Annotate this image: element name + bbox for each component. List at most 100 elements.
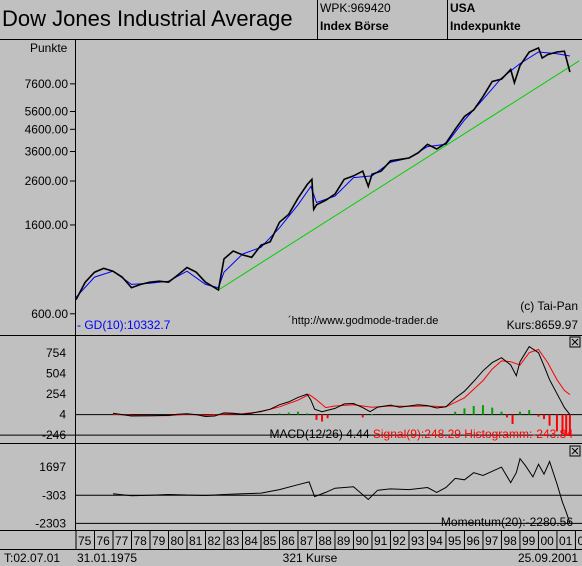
histogram-bar (481, 405, 484, 415)
histogram-bar (555, 414, 558, 432)
momentum-tick-label: -303 (42, 488, 66, 502)
year-tick-label: 82 (207, 534, 221, 548)
trend-line (218, 60, 580, 291)
price-tick-label: 3600.00 (25, 145, 69, 159)
histogram-bar (506, 414, 509, 418)
macd-signal-legend: Signal(9):248.29 (373, 427, 461, 441)
macd-close-button[interactable] (569, 336, 581, 348)
price-line (75, 46, 571, 301)
url-label: ´http://www.godmode-trader.de (288, 315, 438, 327)
momentum-line (112, 457, 571, 524)
histogram-bar (370, 414, 373, 416)
year-tick-label: 94 (429, 534, 443, 548)
macd-tick-label: 504 (46, 367, 66, 381)
year-tick-label: 96 (466, 534, 480, 548)
price-tick-label: 600.00 (31, 307, 68, 321)
histogram-bar (511, 414, 514, 424)
index-label: Index Börse (320, 19, 389, 33)
macd-tick-label: 254 (46, 387, 66, 401)
price-panel: Punkte 7600.005600.004600.003600.002600.… (0, 40, 582, 530)
histogram-bar (543, 414, 546, 420)
price-tick-label: 7600.00 (25, 77, 69, 91)
macd-legend: MACD(12/26) 4.44 Signal(9):248.29 Histog… (269, 427, 573, 441)
year-tick-label: 93 (411, 534, 425, 548)
country-label: USA (450, 1, 476, 15)
year-tick-label: 01 (559, 534, 573, 548)
price-y-ticks: 7600.00 5600.00 4600.00 3600.00 2600.00 1600.… (25, 77, 76, 321)
x-axis: 75 76 77 78 79 80 81 82 83 84 85 86 87 88 89 90 91 92 93 94… (0, 531, 582, 565)
year-tick-label: 76 (96, 534, 110, 548)
histogram-bar (278, 413, 281, 415)
year-tick-label: 81 (189, 534, 203, 548)
year-tick-label: 78 (133, 534, 147, 548)
year-ticks: 75 76 77 78 79 80 81 82 83 84 85 86 87 88 89 90 91 92 93 94… (75, 531, 582, 549)
unit-label: Indexpunkte (450, 19, 521, 33)
histogram-bar (500, 411, 503, 415)
histogram-bar (287, 412, 290, 415)
chart-title: Dow Jones Industrial Average (2, 6, 293, 31)
histogram-bar (565, 414, 568, 436)
year-tick-label: 02 (577, 534, 582, 548)
year-tick-label: 84 (244, 534, 258, 548)
macd-line (112, 345, 571, 418)
wpk-label: WPK:969420 (320, 1, 391, 15)
histogram-bar (568, 414, 571, 435)
count-label: 321 Kurse (283, 551, 338, 565)
year-tick-label: 92 (392, 534, 406, 548)
histogram-bar (518, 411, 521, 415)
price-tick-label: 1600.00 (25, 218, 69, 232)
histogram-bar (491, 407, 494, 415)
year-tick-label: 77 (115, 534, 129, 548)
price-tick-label: 4600.00 (25, 122, 69, 136)
moving-average-label: - GD(10):10332.7 (77, 318, 171, 332)
end-date: 25.09.2001 (518, 551, 578, 565)
macd-legend-prefix: MACD(12/26) 4.44 (269, 427, 372, 441)
macd-tick-label: 754 (46, 346, 66, 360)
macd-tick-label: 4 (59, 408, 66, 422)
year-tick-label: 79 (152, 534, 166, 548)
histogram-bar (463, 408, 466, 415)
year-tick-label: 86 (281, 534, 295, 548)
year-tick-label: 98 (503, 534, 517, 548)
macd-histogram-legend: Histogramm:-243.84 (464, 427, 573, 441)
year-tick-label: 75 (78, 534, 92, 548)
momentum-legend: Momentum(20):-2280.56 (441, 515, 573, 529)
histogram-bar (454, 411, 457, 415)
macd-histogram (278, 405, 571, 436)
momentum-panel: 1697 -303 -2303 Momentum(20):-2280.56 (0, 445, 582, 531)
histogram-bar (548, 414, 551, 426)
year-tick-label: 91 (374, 534, 388, 548)
year-tick-label: 99 (522, 534, 536, 548)
header: Dow Jones Industrial Average WPK:969420 … (0, 0, 582, 40)
momentum-tick-label: 1697 (39, 460, 66, 474)
year-tick-label: 88 (318, 534, 332, 548)
year-tick-label: 85 (263, 534, 277, 548)
momentum-close-button[interactable] (569, 445, 581, 457)
year-tick-label: 87 (300, 534, 314, 548)
year-tick-label: 97 (485, 534, 499, 548)
year-tick-label: 00 (540, 534, 554, 548)
year-tick-label: 95 (448, 534, 462, 548)
histogram-bar (537, 414, 540, 417)
histogram-bar (472, 405, 475, 415)
year-tick-label: 89 (337, 534, 351, 548)
histogram-bar (361, 414, 364, 418)
year-tick-label: 90 (355, 534, 369, 548)
year-tick-label: 80 (170, 534, 184, 548)
histogram-bar (296, 411, 299, 415)
histogram-bar (321, 414, 324, 422)
y-axis-label: Punkte (30, 41, 68, 55)
price-label: Kurs:8659.97 (507, 318, 579, 332)
histogram-bar (315, 414, 318, 420)
histogram-bar (561, 414, 564, 434)
signal-line (112, 348, 571, 417)
timestamp: T:02.07.01 (4, 551, 60, 565)
year-tick-label: 83 (226, 534, 240, 548)
histogram-bar (306, 413, 309, 415)
histogram-bar (528, 410, 531, 415)
start-date: 31.01.1975 (77, 551, 137, 565)
momentum-tick-label: -2303 (35, 516, 66, 530)
moving-average-line (75, 51, 570, 298)
